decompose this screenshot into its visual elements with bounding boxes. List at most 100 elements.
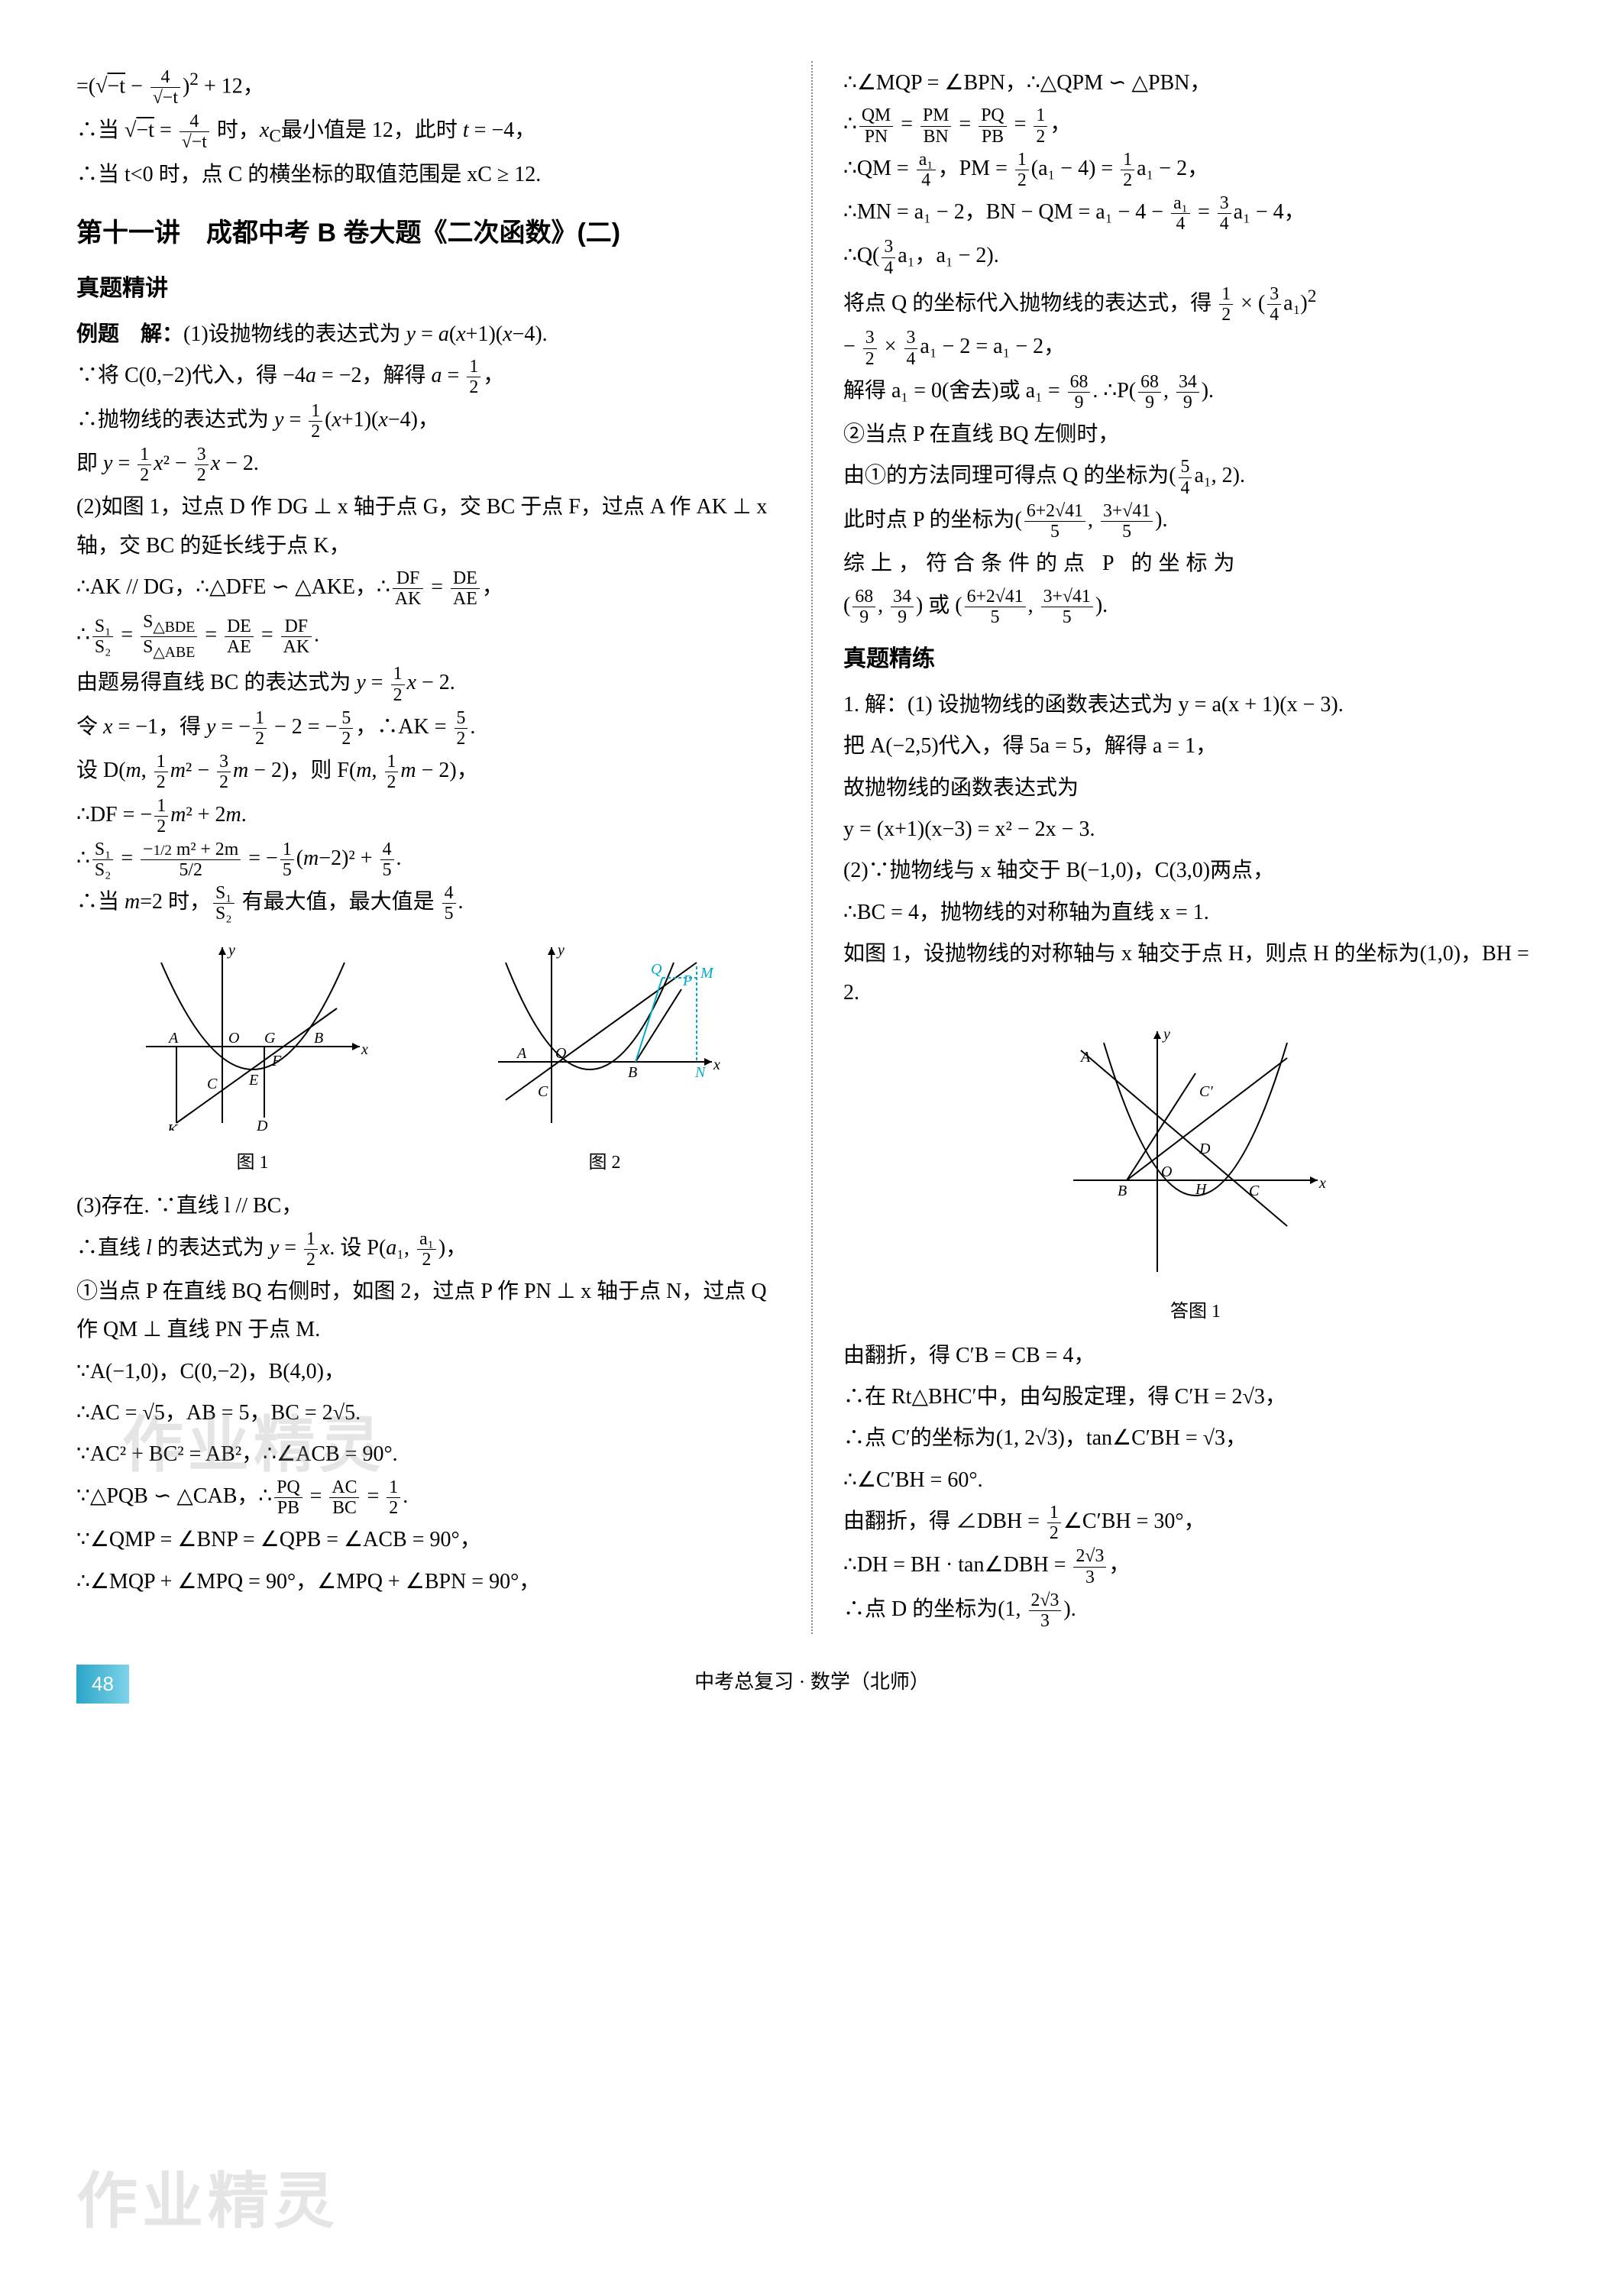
page-footer: 48 中考总复习 · 数学（北师） [76, 1665, 1548, 1700]
example-label: 例题 解： [76, 322, 183, 346]
svg-text:P: P [682, 972, 692, 989]
svg-text:C: C [207, 1076, 218, 1092]
body2-5: ∵AC² + BC² = AB²，∴∠ACB = 90°. [76, 1435, 781, 1474]
intro-line-0: =(−t − 4√−t)2 + 12， [76, 64, 781, 108]
svg-text:C: C [538, 1083, 548, 1100]
body-10: ∴DF = −12m² + 2m. [76, 796, 781, 836]
svg-text:y: y [556, 942, 565, 959]
svg-text:x: x [361, 1041, 368, 1058]
right-column: ∴∠MQP = ∠BPN，∴△QPM ∽ △PBN， ∴QMPN = PMBN … [843, 61, 1548, 1634]
left-column: =(−t − 4√−t)2 + 12， ∴当 −t = 4√−t 时，xC最小值… [76, 61, 781, 1634]
svg-text:M: M [700, 965, 714, 982]
column-divider [811, 61, 813, 1634]
r-body-4: ∴Q(34a₁，a₁ − 2). [843, 237, 1548, 277]
svg-text:O: O [228, 1030, 239, 1047]
r-body2-6: 如图 1，设抛物线的对称轴与 x 轴交于点 H，则点 H 的坐标为(1,0)，B… [843, 935, 1548, 1012]
svg-text:Q: Q [651, 961, 662, 978]
svg-text:A: A [1079, 1049, 1091, 1066]
figure-2-label: 图 2 [483, 1147, 727, 1179]
r-body2-1: 把 A(−2,5)代入，得 5a = 5，解得 a = 1， [843, 727, 1548, 765]
r-body2-5: ∴BC = 4，抛物线的对称轴为直线 x = 1. [843, 894, 1548, 932]
figure-1-block: O x y A B C D E F G K 图 1 [131, 932, 375, 1180]
svg-text:D: D [1199, 1141, 1211, 1157]
r-body-3: ∴MN = a₁ − 2，BN − QM = a₁ − 4 − a₁4 = 34… [843, 193, 1548, 234]
r-body-8: ②当点 P 在直线 BQ 左侧时， [843, 416, 1548, 454]
svg-text:K: K [167, 1121, 179, 1131]
svg-text:B: B [314, 1030, 323, 1047]
body-3: 即 y = 12x² − 32x − 2. [76, 445, 781, 485]
r-body-7: 解得 a₁ = 0(舍去)或 a₁ = 689. ∴P(689, 349). [843, 372, 1548, 413]
body2-0: (3)存在. ∵直线 l // BC， [76, 1187, 781, 1225]
body-9: 设 D(m, 12m² − 32m − 2)，则 F(m, 12m − 2)， [76, 752, 781, 792]
subtitle-zhentijinglian: 真题精练 [843, 639, 1548, 680]
page-number: 48 [76, 1665, 129, 1704]
body-4: (2)如图 1，过点 D 作 DG ⊥ x 轴于点 G，交 BC 于点 F，过点… [76, 488, 781, 565]
watermark-2: 作业精灵 [76, 2147, 339, 2257]
example-line-0: 例题 解：(1)设抛物线的表达式为 y = a(x+1)(x−4). [76, 315, 781, 354]
r-body-9: 由①的方法同理可得点 Q 的坐标为(54a₁, 2). [843, 457, 1548, 497]
body-2: ∴抛物线的表达式为 y = 12(x+1)(x−4)， [76, 401, 781, 442]
svg-text:B: B [1118, 1183, 1127, 1199]
two-column-layout: =(−t − 4√−t)2 + 12， ∴当 −t = 4√−t 时，xC最小值… [76, 61, 1548, 1634]
body-6: ∴S₁S₂ = S△BDES△ABE = DEAE = DFAK. [76, 612, 781, 661]
r-body3-4: 由翻折，得 ∠DBH = 12∠C′BH = 30°， [843, 1503, 1548, 1543]
svg-text:G: G [264, 1030, 276, 1047]
r-body-11: 综上，符合条件的点 P 的坐标为 [843, 545, 1548, 583]
svg-text:C: C [1249, 1183, 1260, 1199]
lecture-title: 第十一讲 成都中考 B 卷大题《二次函数》(二) [76, 210, 781, 257]
r-body2-3: y = (x+1)(x−3) = x² − 2x − 3. [843, 811, 1548, 849]
r-body3-1: ∴在 Rt△BHC′中，由勾股定理，得 C′H = 2√3， [843, 1378, 1548, 1416]
r-body2-0: 1. 解：(1) 设抛物线的函数表达式为 y = a(x + 1)(x − 3)… [843, 686, 1548, 724]
r-body2-2: 故抛物线的函数表达式为 [843, 769, 1548, 807]
svg-text:O: O [1161, 1163, 1172, 1180]
svg-text:A: A [167, 1030, 179, 1047]
svg-text:y: y [1162, 1026, 1170, 1043]
body2-4: ∴AC = √5，AB = 5，BC = 2√5. [76, 1394, 781, 1432]
svg-text:F: F [271, 1053, 282, 1069]
figure-row-1: O x y A B C D E F G K 图 1 [76, 932, 781, 1180]
r-body3-3: ∴∠C′BH = 60°. [843, 1461, 1548, 1500]
svg-text:H: H [1195, 1181, 1208, 1198]
body2-7: ∵∠QMP = ∠BNP = ∠QPB = ∠ACB = 90°， [76, 1521, 781, 1559]
subtitle-zhentijingjang: 真题精讲 [76, 268, 781, 309]
figure-3-svg: O x y A B C C′ D H [1058, 1020, 1333, 1280]
body2-3: ∵A(−1,0)，C(0,−2)，B(4,0)， [76, 1353, 781, 1391]
figure-1-svg: O x y A B C D E F G K [131, 932, 375, 1131]
footer-text: 中考总复习 · 数学（北师） [694, 1671, 930, 1693]
figure-2-svg: O x y A B C P Q M N [483, 932, 727, 1131]
figure-row-2: O x y A B C C′ D H 答图 1 [843, 1020, 1548, 1329]
body2-2: ①当点 P 在直线 BQ 右侧时，如图 2，过点 P 作 PN ⊥ x 轴于点 … [76, 1273, 781, 1350]
r-body-6: − 32 × 34a₁ − 2 = a₁ − 2， [843, 328, 1548, 368]
svg-text:C′: C′ [1199, 1083, 1213, 1100]
svg-text:A: A [516, 1045, 527, 1062]
r-body2-4: (2)∵抛物线与 x 轴交于 B(−1,0)，C(3,0)两点， [843, 852, 1548, 890]
r-body-2: ∴QM = a₁4，PM = 12(a₁ − 4) = 12a₁ − 2， [843, 150, 1548, 190]
svg-text:y: y [227, 942, 235, 959]
body-11: ∴S₁S₂ = −1/2 m² + 2m5/2 = −15(m−2)² + 45… [76, 840, 781, 880]
intro-line-2: ∴当 t<0 时，点 C 的横坐标的取值范围是 xC ≥ 12. [76, 156, 781, 194]
r-body3-5: ∴DH = BH · tan∠DBH = 2√33， [843, 1546, 1548, 1587]
svg-text:E: E [248, 1072, 258, 1089]
svg-text:N: N [694, 1064, 707, 1081]
svg-text:B: B [628, 1064, 637, 1081]
r-body3-6: ∴点 D 的坐标为(1, 2√33). [843, 1590, 1548, 1631]
r-body-5: 将点 Q 的坐标代入抛物线的表达式，得 12 × (34a₁)2 [843, 281, 1548, 325]
body-1: ∵将 C(0,−2)代入，得 −4a = −2，解得 a = 12， [76, 357, 781, 397]
body-8: 令 x = −1，得 y = −12 − 2 = −52，∴AK = 52. [76, 708, 781, 749]
r-body-10: 此时点 P 的坐标为(6+2√415, 3+√415). [843, 501, 1548, 542]
body-5: ∴AK // DG，∴△DFE ∽ △AKE，∴DFAK = DEAE， [76, 568, 781, 609]
r-body3-0: 由翻折，得 C′B = CB = 4， [843, 1337, 1548, 1375]
body2-6: ∵△PQB ∽ △CAB，∴PQPB = ACBC = 12. [76, 1477, 781, 1518]
body-7: 由题易得直线 BC 的表达式为 y = 12x − 2. [76, 664, 781, 704]
svg-text:D: D [256, 1118, 268, 1131]
body2-8: ∴∠MQP + ∠MPQ = 90°，∠MPQ + ∠BPN = 90°， [76, 1563, 781, 1601]
body-12: ∴当 m=2 时，S₁S₂ 有最大值，最大值是 45. [76, 883, 781, 924]
body2-1: ∴直线 l 的表达式为 y = 12x. 设 P(a₁, a₁2)， [76, 1229, 781, 1270]
svg-text:O: O [555, 1045, 566, 1062]
figure-3-block: O x y A B C C′ D H 答图 1 [1058, 1020, 1333, 1329]
figure-3-label: 答图 1 [1058, 1296, 1333, 1328]
r-body-0: ∴∠MQP = ∠BPN，∴△QPM ∽ △PBN， [843, 64, 1548, 102]
r-body-11b: (689, 349) 或 (6+2√415, 3+√415). [843, 587, 1548, 627]
figure-1-label: 图 1 [131, 1147, 375, 1179]
svg-text:x: x [713, 1056, 720, 1073]
